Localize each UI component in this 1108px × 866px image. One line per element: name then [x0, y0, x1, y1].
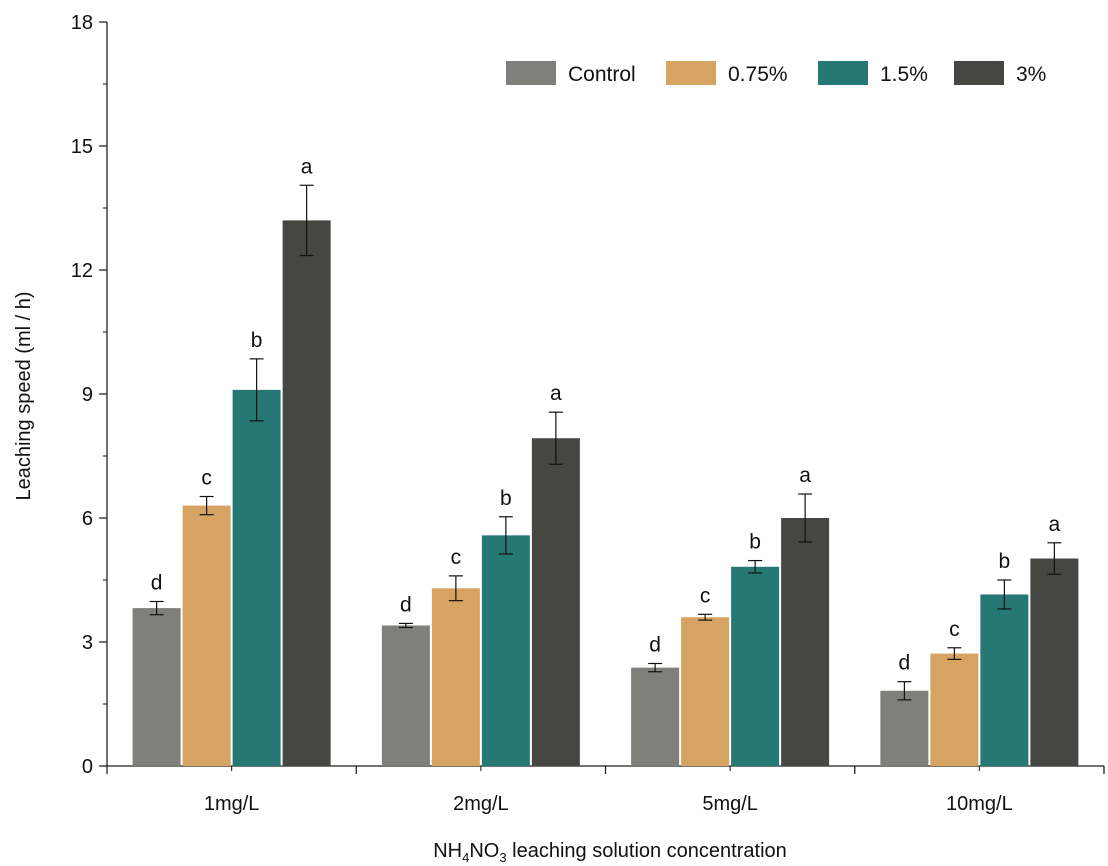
x-axis-label-subscript: 4: [462, 850, 469, 865]
significance-label: c: [949, 618, 960, 641]
axes: 0 3 6 9 12 15 18 1mg/L 2mg/L 5mg/L 10mg/L: [71, 12, 1105, 815]
bar: [930, 653, 979, 766]
bar: [431, 588, 480, 766]
bar: [282, 220, 331, 766]
x-tick-label: 10mg/L: [946, 793, 1013, 815]
bar: [781, 518, 830, 766]
legend-swatch: [506, 61, 556, 85]
x-axis-label-part: leaching solution concentration: [507, 840, 787, 862]
y-tick-label: 18: [71, 12, 93, 34]
significance-label: a: [799, 464, 811, 487]
significance-label: a: [550, 382, 562, 405]
bar: [731, 566, 780, 766]
y-tick-label: 0: [82, 756, 93, 778]
bars: d c b a d c b a d c b a d c b a: [132, 155, 1079, 766]
significance-label: c: [201, 467, 212, 490]
x-axis-label: NH4NO3 leaching solution concentration: [433, 840, 787, 865]
x-tick-label: 1mg/L: [204, 793, 260, 815]
legend-label: 3%: [1016, 63, 1046, 86]
legend-label: 1.5%: [880, 63, 928, 86]
legend-swatch: [666, 61, 716, 85]
bar: [880, 690, 929, 766]
significance-label: d: [899, 652, 911, 675]
significance-label: b: [749, 531, 761, 554]
bar: [631, 667, 680, 766]
y-tick-label: 3: [82, 632, 93, 654]
legend-label: 0.75%: [728, 63, 788, 86]
legend-label: Control: [568, 63, 636, 86]
y-tick-label: 15: [71, 136, 93, 158]
y-axis-label: Leaching speed (ml / h): [13, 291, 35, 500]
bar: [531, 438, 580, 766]
bar: [381, 625, 430, 766]
x-axis-label-part: NO: [469, 840, 499, 862]
significance-label: a: [1049, 513, 1061, 536]
y-tick-label: 9: [82, 384, 93, 406]
significance-label: b: [251, 329, 263, 352]
legend: Control 0.75% 1.5% 3%: [506, 61, 1046, 86]
bar: [132, 608, 181, 766]
x-tick-label: 2mg/L: [453, 793, 509, 815]
legend-swatch: [818, 61, 868, 85]
y-tick-label: 12: [71, 260, 93, 282]
significance-label: d: [649, 633, 661, 656]
bar: [481, 535, 530, 766]
significance-label: a: [301, 155, 313, 178]
significance-label: c: [451, 546, 462, 569]
bar: [232, 389, 281, 766]
significance-label: d: [400, 593, 412, 616]
y-tick-label: 6: [82, 508, 93, 530]
significance-label: b: [500, 487, 512, 510]
bar: [1030, 558, 1079, 766]
significance-label: b: [999, 550, 1011, 573]
bar: [681, 617, 730, 766]
x-tick-label: 5mg/L: [702, 793, 758, 815]
significance-label: d: [151, 571, 163, 594]
legend-swatch: [954, 61, 1004, 85]
x-axis-label-subscript: 3: [499, 850, 506, 865]
significance-label: c: [700, 584, 711, 607]
x-axis-label-part: NH: [433, 840, 462, 862]
bar: [182, 505, 231, 766]
bar: [980, 594, 1029, 766]
